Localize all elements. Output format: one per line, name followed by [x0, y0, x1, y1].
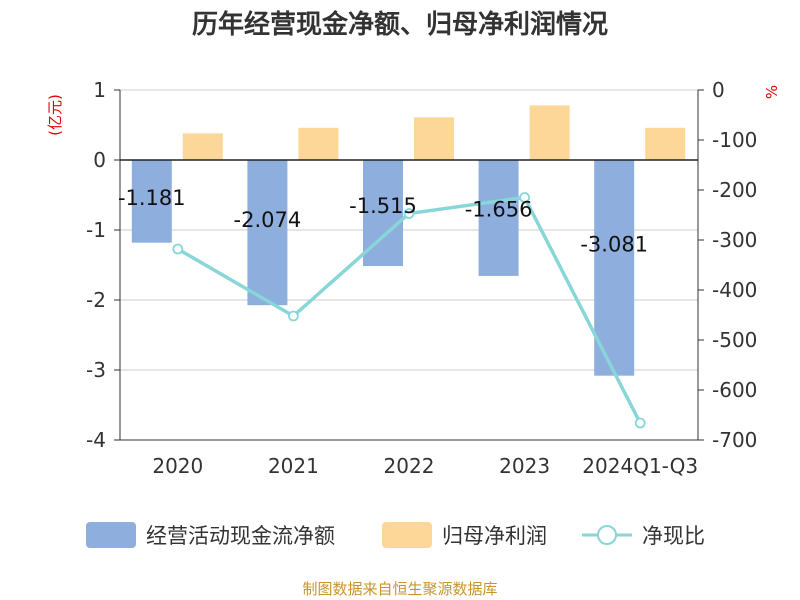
net-cash-ratio-line [172, 192, 646, 429]
x-axis-tick-label: 2021 [268, 454, 319, 478]
legend-marker-net-cash-ratio [597, 525, 617, 545]
left-axis-tick-label: 1 [93, 78, 106, 102]
x-axis-tick-label: 2020 [152, 454, 203, 478]
source-note: 制图数据来自恒生聚源数据库 [302, 580, 497, 598]
left-axis-tick-label: 0 [93, 148, 106, 172]
net-cash-ratio-point [172, 243, 184, 255]
legend: 经营活动现金流净额 归母净利润 净现比 [86, 522, 705, 548]
data-labels: -1.181 -2.074 -1.515 -1.656 -3.081 [118, 186, 648, 257]
left-axis-unit: (亿元) [46, 94, 64, 136]
cash-flow-data-label: -3.081 [580, 232, 648, 256]
x-axis-tick-label: 2023 [499, 454, 550, 478]
cash-flow-bar [247, 160, 288, 306]
chart-title: 历年经营现金净额、归母净利润情况 [192, 9, 608, 40]
cash-flow-data-label: -1.656 [465, 198, 533, 222]
left-axis-tick-label: -4 [86, 428, 106, 452]
net-cash-ratio-point [403, 208, 415, 219]
right-axis-tick-label: -600 [712, 378, 757, 402]
net-cash-ratio-point [519, 192, 530, 203]
net-profit-bar [529, 105, 570, 160]
axes: 1 0 -1 -2 -3 -4 0 -100 -200 -300 -400 -500 -600 -700 2… [86, 78, 757, 478]
legend-swatch-cash-flow [86, 522, 136, 548]
legend-label-cash-flow: 经营活动现金流净额 [146, 524, 335, 548]
cash-flow-data-label: -1.515 [349, 194, 417, 218]
cash-flow-bar [594, 160, 635, 376]
left-axis-tick-label: -1 [86, 218, 106, 242]
left-axis-tick-label: -2 [86, 288, 106, 312]
x-axis-tick-label: 2024Q1-Q3 [582, 454, 698, 478]
right-axis-tick-label: -200 [712, 178, 757, 202]
cash-flow-data-label: -2.074 [234, 208, 302, 232]
cash-flow-bar [478, 160, 519, 276]
cash-flow-bar [131, 160, 172, 243]
net-cash-ratio-point [634, 417, 646, 429]
right-axis-tick-label: -500 [712, 328, 757, 352]
right-axis-tick-label: -400 [712, 278, 757, 302]
left-axis-tick-label: -3 [86, 358, 106, 382]
legend-label-net-profit: 归母净利润 [442, 524, 547, 548]
cash-flow-data-label: -1.181 [118, 186, 186, 210]
right-axis-unit: % [763, 85, 781, 99]
net-profit-bar [182, 133, 223, 160]
right-axis-tick-label: 0 [712, 78, 725, 102]
net-profit-bar [645, 127, 686, 160]
x-axis-tick-label: 2022 [384, 454, 435, 478]
net-cash-ratio-point [287, 310, 299, 322]
net-profit-bar [298, 127, 339, 160]
bars [131, 105, 686, 376]
right-axis-tick-label: -700 [712, 428, 757, 452]
right-axis-tick-label: -100 [712, 128, 757, 152]
legend-swatch-net-profit [382, 522, 432, 548]
right-axis-tick-label: -300 [712, 228, 757, 252]
legend-label-net-cash-ratio: 净现比 [642, 524, 705, 548]
net-profit-bar [414, 117, 454, 160]
